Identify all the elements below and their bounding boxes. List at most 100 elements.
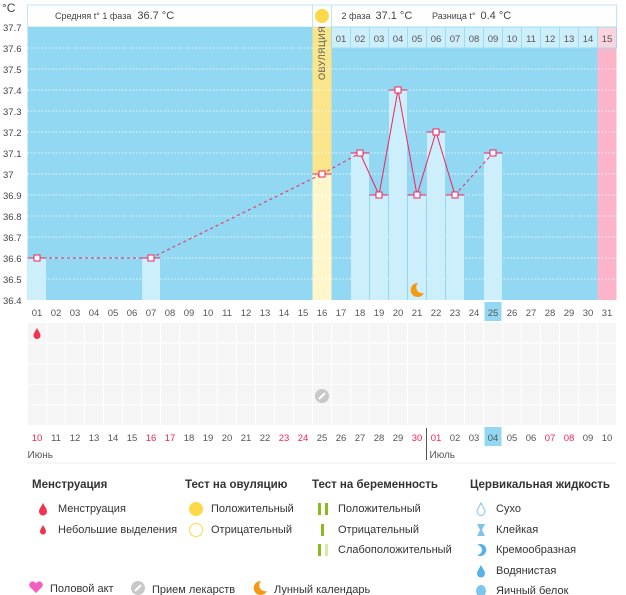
symptom-cell <box>85 384 103 405</box>
temperature-bar <box>370 195 388 300</box>
cycle-day-label: 24 <box>469 308 480 319</box>
month-label: Июнь <box>28 450 53 461</box>
symptom-cell <box>579 343 597 364</box>
phase2-day-label: 12 <box>545 34 556 45</box>
cycle-day-label: 29 <box>564 308 575 319</box>
symptom-cell <box>294 323 312 343</box>
symptom-cell <box>370 384 388 405</box>
y-tick-label: 36.8 <box>3 212 22 223</box>
calendar-date-label: 24 <box>298 433 309 444</box>
cycle-day-label: 17 <box>336 308 347 319</box>
symptom-cell <box>123 405 141 425</box>
symptom-cell <box>541 364 559 384</box>
calendar-date-label: 17 <box>165 433 176 444</box>
y-tick-label: 37 <box>3 170 14 181</box>
symptom-cell <box>142 405 160 425</box>
temperature-point <box>375 191 383 199</box>
temperature-segment <box>378 89 399 196</box>
cycle-day-label: 30 <box>583 308 594 319</box>
phase2-day-label: 13 <box>564 34 575 45</box>
y-tick-label: 36.5 <box>3 275 22 286</box>
symptom-cell <box>313 323 331 343</box>
symptom-cell <box>351 384 369 405</box>
symptom-cell <box>332 405 350 425</box>
symptom-cell <box>408 405 426 425</box>
symptom-cell <box>446 364 464 384</box>
sticky-icon <box>470 523 492 537</box>
symptom-cell <box>256 343 274 364</box>
phase2-day-cell <box>597 26 617 49</box>
moon-icon <box>252 580 268 595</box>
temperature-point <box>413 191 421 199</box>
y-tick-label: 37.6 <box>3 44 22 55</box>
phase2-day-label: 02 <box>355 34 366 45</box>
faint-strip-icon <box>312 543 334 557</box>
symptom-cell <box>484 364 502 384</box>
symptom-cell <box>180 323 198 343</box>
symptom-cell <box>218 384 236 405</box>
temperature-point <box>356 149 364 157</box>
symptom-cell <box>370 343 388 364</box>
phase2-label: 2 фаза <box>342 11 371 21</box>
calendar-date-label: 18 <box>184 433 195 444</box>
y-tick-label: 37.5 <box>3 65 22 76</box>
symptom-cell <box>560 323 578 343</box>
calendar-date-label: 06 <box>526 433 537 444</box>
symptom-cell <box>104 364 122 384</box>
y-tick-label: 36.9 <box>3 191 22 202</box>
symptom-cell <box>218 343 236 364</box>
symptom-cell <box>47 323 65 343</box>
legend-item: Прием лекарств <box>152 583 236 595</box>
legend-item: Лунный календарь <box>274 583 371 595</box>
calendar-date-label: 22 <box>260 433 271 444</box>
symptom-cell <box>503 384 521 405</box>
symptom-cell <box>180 364 198 384</box>
symptom-cell <box>446 384 464 405</box>
temperature-chart: Средняя t° 1 фаза 36.7 °C 2 фаза 37.1 °C Раз… <box>2 1 617 464</box>
symptom-cell <box>522 405 540 425</box>
symptom-cell <box>503 364 521 384</box>
symptom-cell <box>408 343 426 364</box>
symptom-cell <box>503 323 521 343</box>
symptom-cell <box>66 364 84 384</box>
symptom-cell <box>294 384 312 405</box>
symptom-cell <box>180 405 198 425</box>
cycle-day-label: 05 <box>108 308 119 319</box>
calendar-date-label: 03 <box>469 433 480 444</box>
symptom-cell <box>161 323 179 343</box>
symptom-cell <box>332 384 350 405</box>
cycle-day-label: 27 <box>526 308 537 319</box>
calendar-date-label: 23 <box>279 433 290 444</box>
ovulation-label: ОВУЛЯЦИЯ <box>317 26 327 80</box>
symptom-cell <box>85 323 103 343</box>
symptom-cell <box>142 384 160 405</box>
calendar-date-label: 26 <box>336 433 347 444</box>
legend-title: Менструация <box>32 479 108 491</box>
y-tick-label: 37.4 <box>3 86 22 97</box>
legend-item: Яичный белок <box>496 585 569 595</box>
symptom-cell <box>66 405 84 425</box>
diff-label: Разница t° <box>432 11 476 21</box>
pill-icon <box>130 580 146 595</box>
legend-item: Клейкая <box>496 523 539 536</box>
symptom-cell <box>180 384 198 405</box>
symptom-cell <box>47 364 65 384</box>
phase2-day-label: 10 <box>507 34 518 45</box>
symptom-cell <box>408 364 426 384</box>
symptom-cell <box>28 384 46 405</box>
symptom-cell <box>47 384 65 405</box>
month-label: Июль <box>430 450 456 461</box>
symptom-cell <box>237 384 255 405</box>
symptom-cell <box>579 364 597 384</box>
symptom-cell <box>123 323 141 343</box>
calendar-date-label: 27 <box>355 433 366 444</box>
legend-menstruation: Менструация Менструация Небольшие выделе… <box>32 479 177 540</box>
calendar-date-label: 19 <box>203 433 214 444</box>
symptom-cell <box>199 343 217 364</box>
calendar-date-label: 09 <box>583 433 594 444</box>
symptom-cell <box>446 323 464 343</box>
symptom-cell <box>161 364 179 384</box>
symptom-cell <box>256 384 274 405</box>
moon-icon <box>410 282 424 297</box>
symptom-cell <box>484 405 502 425</box>
